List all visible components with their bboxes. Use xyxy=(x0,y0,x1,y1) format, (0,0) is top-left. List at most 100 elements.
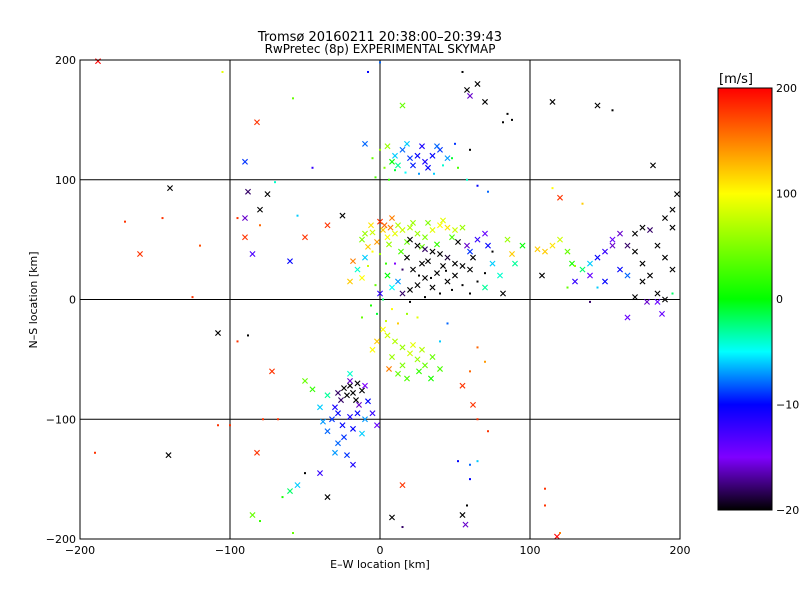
data-point-x xyxy=(482,230,488,237)
data-point-dot xyxy=(430,276,432,279)
data-point-dot xyxy=(418,172,420,175)
data-point-x xyxy=(429,227,436,234)
plot-border xyxy=(79,59,681,540)
x-axis-label: E–W location [km] xyxy=(330,558,430,571)
data-point-x xyxy=(459,512,466,519)
data-point-dot xyxy=(367,264,369,267)
data-point-dot xyxy=(292,532,294,535)
data-point-dot xyxy=(589,300,591,303)
data-point-dot xyxy=(457,460,459,463)
data-point-dot xyxy=(296,214,299,217)
data-point-x xyxy=(359,430,365,437)
data-point-x xyxy=(359,274,365,281)
data-point-x xyxy=(654,290,661,297)
data-point-x xyxy=(369,229,376,236)
data-point-x xyxy=(674,191,680,198)
data-point-x xyxy=(254,449,260,456)
data-point-x xyxy=(414,242,421,249)
chart-subtitle: RwPretec (8p) EXPERIMENTAL SKYMAP xyxy=(265,42,496,56)
data-point-x xyxy=(399,227,406,234)
data-point-x xyxy=(579,266,586,273)
data-point-dot xyxy=(229,424,231,427)
x-tick-label: 200 xyxy=(670,544,691,557)
data-point-dot xyxy=(161,217,164,220)
data-point-x xyxy=(632,248,638,255)
data-point-dot xyxy=(371,157,374,160)
data-point-x xyxy=(662,296,668,303)
data-point-x xyxy=(470,401,476,408)
data-point-dot xyxy=(394,169,396,172)
data-point-x xyxy=(474,236,481,243)
data-point-x xyxy=(410,266,416,273)
data-point-x xyxy=(410,219,416,226)
data-point-x xyxy=(332,404,338,411)
data-point-x xyxy=(374,338,380,345)
data-point-dot xyxy=(281,496,284,499)
data-point-x xyxy=(389,514,395,521)
data-point-x xyxy=(639,260,646,267)
data-point-x xyxy=(309,386,316,393)
data-point-x xyxy=(632,294,638,301)
data-point-dot xyxy=(511,118,513,121)
data-point-x xyxy=(242,158,248,165)
y-tick-label: −100 xyxy=(46,413,76,426)
data-point-x xyxy=(407,236,413,243)
data-point-x xyxy=(654,298,661,305)
data-point-x xyxy=(249,251,256,257)
data-point-dot xyxy=(487,190,489,193)
data-point-dot xyxy=(274,181,276,184)
data-point-x xyxy=(534,246,541,253)
data-point-x xyxy=(269,368,275,375)
data-point-x xyxy=(374,422,380,429)
data-point-x xyxy=(414,356,421,363)
data-point-x xyxy=(639,278,646,285)
data-point-x xyxy=(354,380,361,387)
data-point-x xyxy=(669,266,676,273)
data-point-x xyxy=(416,368,422,375)
data-point-x xyxy=(587,272,593,279)
data-point-x xyxy=(669,224,676,231)
data-point-dot xyxy=(476,418,479,421)
data-point-x xyxy=(362,230,368,237)
data-point-x xyxy=(389,284,395,291)
data-point-dot xyxy=(424,296,426,299)
data-point-x xyxy=(332,449,338,456)
data-point-x xyxy=(384,272,391,279)
data-point-x xyxy=(462,521,469,528)
data-point-x xyxy=(398,248,404,255)
data-point-dot xyxy=(404,171,407,174)
data-point-dot xyxy=(484,272,486,275)
data-point-dot xyxy=(439,292,441,295)
data-point-dot xyxy=(191,296,194,299)
data-point-dot xyxy=(124,220,126,223)
data-point-x xyxy=(137,251,143,257)
data-point-x xyxy=(554,533,560,540)
data-point-dot xyxy=(401,268,404,271)
data-point-x xyxy=(467,266,473,273)
data-point-dot xyxy=(469,478,471,481)
data-point-x xyxy=(389,215,395,222)
data-point-dot xyxy=(491,250,494,253)
data-point-dot xyxy=(367,70,369,73)
data-point-x xyxy=(380,227,386,234)
data-point-x xyxy=(564,248,571,255)
data-point-x xyxy=(384,332,391,339)
data-point-dot xyxy=(397,322,399,325)
data-point-dot xyxy=(376,312,378,315)
data-point-x xyxy=(395,222,401,229)
data-point-x xyxy=(470,254,476,261)
data-point-x xyxy=(650,162,656,169)
data-point-x xyxy=(452,260,458,267)
data-point-x xyxy=(414,152,421,159)
data-points xyxy=(94,58,680,540)
data-point-x xyxy=(440,217,446,224)
data-point-dot xyxy=(311,166,314,169)
data-point-dot xyxy=(559,532,561,535)
data-point-dot xyxy=(374,176,377,179)
data-point-x xyxy=(353,397,359,404)
x-tick-label: 0 xyxy=(377,544,384,557)
data-point-x xyxy=(347,278,353,285)
data-point-x xyxy=(404,375,410,382)
data-point-x xyxy=(287,258,293,265)
